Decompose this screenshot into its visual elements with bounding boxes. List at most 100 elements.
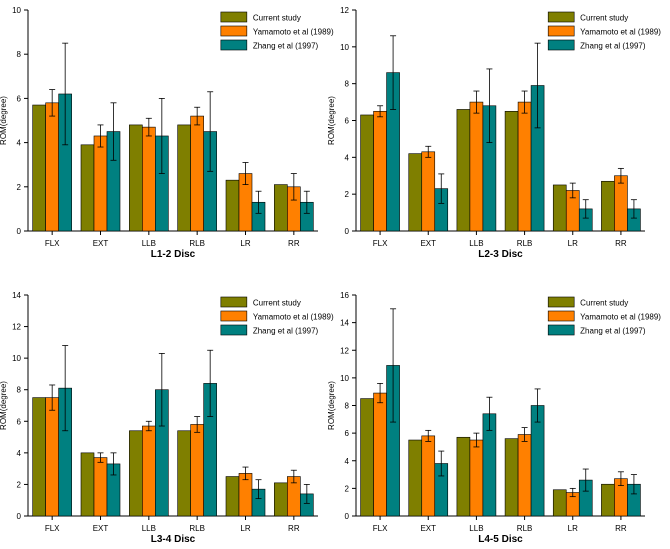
x-tick-label-llb: LLB: [469, 239, 483, 248]
x-tick-label-llb: LLB: [469, 524, 483, 533]
bar-current-flx: [360, 398, 374, 517]
legend-label-current: Current study: [253, 14, 301, 23]
legend-label-yamamoto: Yamamoto et al (1989): [253, 313, 334, 322]
bar-current-llb: [456, 109, 471, 232]
chart-title: L2-3 Disc: [478, 249, 523, 260]
x-tick-label-rlb: RLB: [189, 239, 205, 248]
legend-label-yamamoto: Yamamoto et al (1989): [580, 313, 661, 322]
x-tick-label-rr: RR: [288, 239, 300, 248]
y-tick-label: 4: [345, 457, 350, 466]
bar-current-flx: [32, 104, 46, 232]
y-tick-label: 8: [17, 50, 22, 59]
bar-yamamoto-ext: [421, 151, 436, 232]
bar-current-ext: [408, 153, 423, 232]
y-tick-label: 14: [12, 291, 21, 300]
y-axis-label: ROM(degree): [327, 381, 336, 430]
bar-current-rr: [601, 180, 615, 232]
legend-label-current: Current study: [580, 14, 628, 23]
y-tick-label: 6: [345, 117, 350, 126]
legend-label-current: Current study: [253, 299, 301, 308]
legend-swatch-yamamoto: [547, 310, 575, 322]
legend-swatch-current: [547, 296, 575, 308]
legend-label-zhang: Zhang et al (1997): [253, 327, 319, 336]
bar-yamamoto-flx: [45, 102, 59, 232]
y-tick-label: 10: [340, 43, 349, 52]
bar-yamamoto-rlb: [190, 424, 204, 517]
x-tick-label-rlb: RLB: [189, 524, 205, 533]
legend-label-zhang: Zhang et al (1997): [580, 42, 646, 51]
bar-yamamoto-llb: [142, 126, 156, 232]
legend-label-yamamoto: Yamamoto et al (1989): [253, 28, 334, 37]
x-tick-label-flx: FLX: [373, 524, 388, 533]
bar-current-llb: [129, 430, 143, 517]
y-tick-label: 2: [345, 190, 350, 199]
bar-yamamoto-ext: [421, 435, 436, 517]
bar-current-llb: [456, 436, 471, 517]
y-tick-label: 0: [345, 227, 350, 236]
legend-label-yamamoto: Yamamoto et al (1989): [580, 28, 661, 37]
bar-current-rr: [601, 483, 615, 517]
x-tick-label-llb: LLB: [142, 524, 156, 533]
bar-current-ext: [408, 439, 423, 517]
y-tick-label: 8: [17, 386, 22, 395]
bar-current-flx: [360, 114, 374, 232]
legend-swatch-zhang: [220, 39, 248, 51]
x-tick-label-rr: RR: [288, 524, 300, 533]
chart-title: L3-4 Disc: [151, 534, 196, 545]
y-tick-label: 12: [340, 346, 349, 355]
bar-yamamoto-flx: [45, 397, 59, 517]
bar-current-rlb: [504, 110, 519, 232]
y-tick-label: 4: [345, 153, 350, 162]
y-tick-label: 12: [12, 323, 21, 332]
bar-yamamoto-llb: [469, 439, 484, 517]
y-tick-label: 6: [17, 94, 22, 103]
y-tick-label: 8: [345, 402, 350, 411]
legend-swatch-zhang: [547, 39, 575, 51]
legend-swatch-current: [220, 296, 248, 308]
y-tick-label: 10: [340, 374, 349, 383]
x-tick-label-rr: RR: [615, 239, 627, 248]
x-tick-label-ext: EXT: [93, 524, 109, 533]
legend-label-zhang: Zhang et al (1997): [253, 42, 319, 51]
x-tick-label-lr: LR: [240, 239, 250, 248]
x-tick-label-ext: EXT: [93, 239, 109, 248]
legend-swatch-zhang: [220, 324, 248, 336]
y-tick-label: 10: [12, 6, 21, 15]
bar-yamamoto-rlb: [190, 115, 204, 232]
x-tick-label-llb: LLB: [142, 239, 156, 248]
bar-current-lr: [552, 184, 567, 232]
bar-current-rlb: [177, 124, 191, 232]
bar-current-llb: [129, 124, 143, 232]
bar-yamamoto-rr: [614, 175, 628, 232]
bar-current-rlb: [177, 430, 191, 517]
bar-yamamoto-llb: [142, 425, 156, 517]
legend-swatch-yamamoto: [547, 25, 575, 37]
bar-current-rr: [274, 482, 288, 517]
chart-panel-4: 0 2 4 6 8 10 12 14 16 ROM(degree) FLX EXT LLB RLB LR RR…: [327, 291, 661, 545]
bar-yamamoto-ext: [93, 457, 108, 517]
y-tick-label: 0: [17, 512, 22, 521]
legend-swatch-yamamoto: [220, 310, 248, 322]
chart-title: L1-2 Disc: [151, 249, 196, 260]
x-tick-label-flx: FLX: [45, 239, 60, 248]
x-tick-label-rlb: RLB: [517, 239, 533, 248]
x-tick-label-lr: LR: [240, 524, 250, 533]
y-axis-label: ROM(degree): [327, 96, 336, 145]
legend-swatch-current: [547, 11, 575, 23]
bar-yamamoto-rlb: [517, 434, 532, 517]
y-axis-label: ROM(degree): [0, 96, 8, 145]
legend-label-current: Current study: [580, 299, 628, 308]
y-tick-label: 12: [340, 6, 349, 15]
x-tick-label-ext: EXT: [420, 239, 436, 248]
bar-yamamoto-flx: [373, 110, 387, 232]
bar-current-flx: [32, 397, 46, 517]
legend-swatch-yamamoto: [220, 25, 248, 37]
y-tick-label: 10: [12, 354, 21, 363]
bar-yamamoto-rlb: [517, 101, 532, 232]
y-tick-label: 8: [345, 80, 350, 89]
bar-yamamoto-llb: [469, 101, 484, 232]
x-tick-label-lr: LR: [568, 239, 578, 248]
bar-current-lr: [552, 489, 567, 517]
bar-current-ext: [80, 452, 95, 517]
